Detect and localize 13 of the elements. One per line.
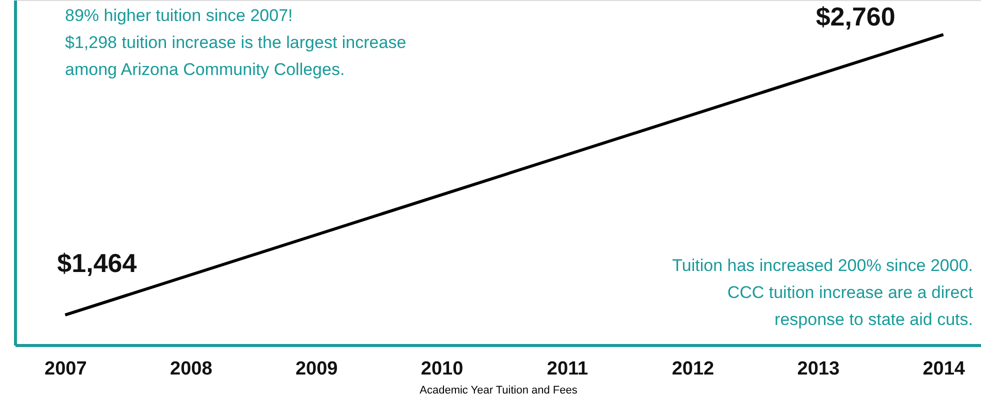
x-tick-label: 2007 <box>44 358 87 380</box>
annotation: Tuition has increased 200% since 2000. CCC tuition increase are a direct response to state aid cuts. <box>672 256 974 329</box>
x-tick-label: 2014 <box>922 358 966 380</box>
x-tick-label: 2008 <box>170 358 212 380</box>
x-tick-label: 2013 <box>797 358 840 380</box>
x-tick-label: 2011 <box>546 358 589 380</box>
x-tick-label: 2010 <box>420 358 464 380</box>
x-axis-title: Academic Year Tuition and Fees <box>420 384 578 396</box>
x-tick-label: 2009 <box>295 358 338 380</box>
data-label: $1,464 <box>57 248 138 278</box>
x-tick-label: 2012 <box>672 358 714 380</box>
annotation: 89% higher tuition since 2007! $1,298 tuition increase is the largest increase among Arizona Community Colleges. <box>65 6 406 79</box>
data-label: $2,760 <box>816 2 896 32</box>
